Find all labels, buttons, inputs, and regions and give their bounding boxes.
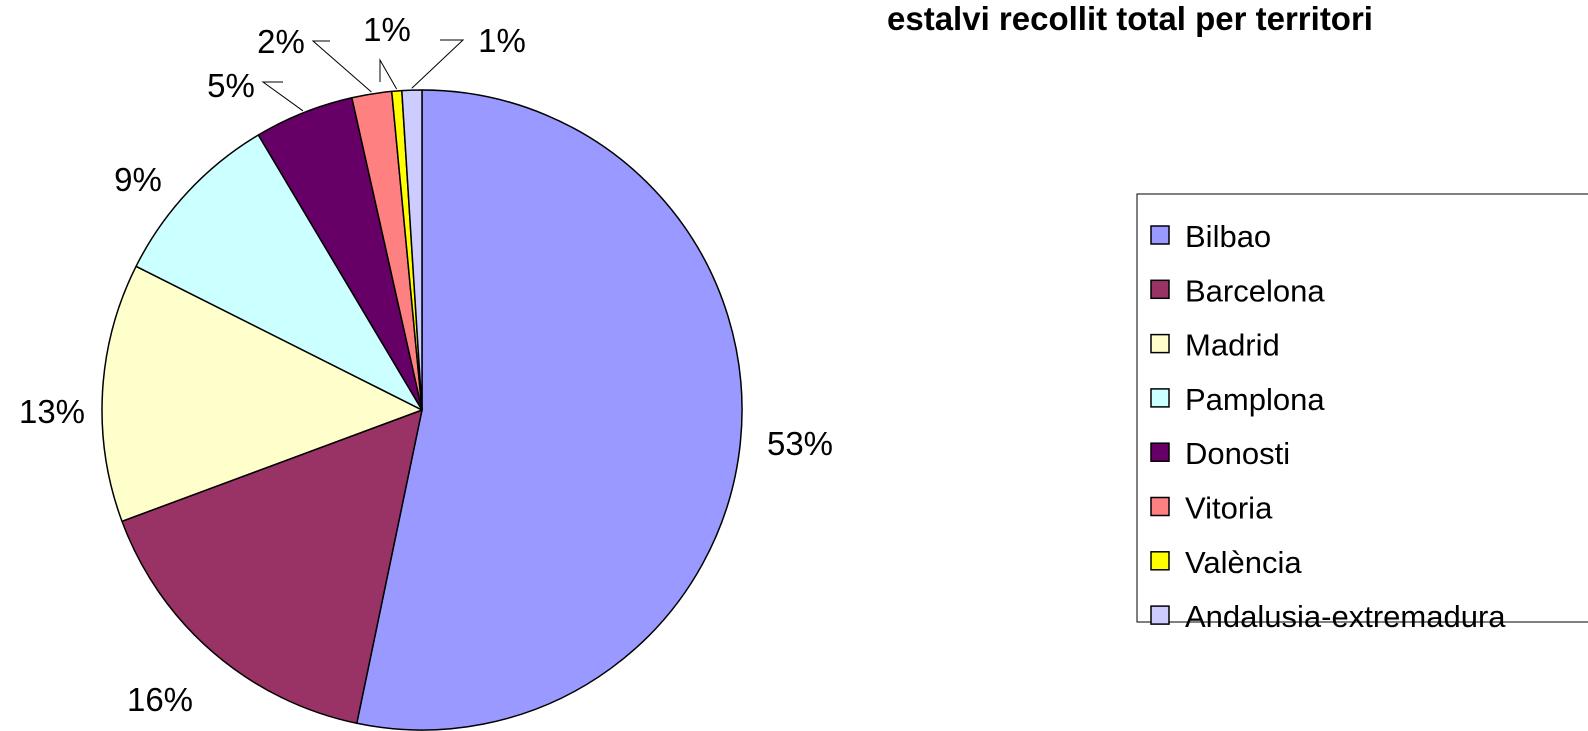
pie-slice-madrid (101, 265, 423, 523)
data-label-barcelona: 16% (127, 681, 193, 718)
pie-slice-andalusia-extremadura (401, 89, 423, 411)
legend-swatch-donosti (1150, 442, 1170, 462)
data-label-vitoria: 2% (257, 23, 305, 60)
legend-item-donosti: Donosti (1150, 436, 1290, 471)
legend-label-valencia: València (1185, 545, 1302, 580)
legend-swatch-vitoria (1150, 496, 1170, 517)
legend-item-valencia: València (1150, 545, 1302, 580)
legend-swatch-madrid (1150, 333, 1170, 354)
data-label-pamplona: 9% (114, 161, 162, 198)
legend-swatch-bilbao (1150, 225, 1170, 245)
legend-label-vitoria: Vitoria (1185, 491, 1273, 526)
data-label-madrid: 13% (19, 393, 85, 430)
legend: Bilbao Barcelona Madrid Pamplona Donosti Vito… (1136, 193, 1588, 634)
legend-swatch-barcelona (1150, 279, 1170, 300)
legend-items: Bilbao Barcelona Madrid Pamplona Donosti Vito… (1150, 219, 1506, 634)
leader-line-andalusia-extremadura (411, 39, 465, 89)
data-label-valencia: 1% (363, 11, 411, 48)
pie-slice-barcelona (121, 409, 423, 725)
legend-item-bilbao: Bilbao (1150, 219, 1271, 254)
legend-label-andalusia-extremadura: Andalusia-extremadura (1185, 599, 1506, 634)
data-label-andalusia-extremadura: 1% (478, 22, 526, 59)
legend-item-pamplona: Pamplona (1150, 382, 1325, 417)
legend-label-donosti: Donosti (1185, 436, 1290, 471)
legend-label-pamplona: Pamplona (1185, 382, 1325, 417)
pie-slice-pamplona (135, 134, 423, 411)
pie-slices (101, 89, 743, 731)
legend-item-vitoria: Vitoria (1150, 491, 1273, 526)
legend-label-bilbao: Bilbao (1185, 219, 1271, 254)
leader-line-vitoria (311, 40, 372, 93)
data-label-donosti: 5% (207, 67, 255, 104)
leader-lines (261, 39, 465, 112)
pie-slice-bilbao (356, 89, 743, 731)
legend-item-andalusia-extremadura: Andalusia-extremadura (1150, 599, 1506, 634)
chart-title: estalvi recollit total per territori (887, 0, 1373, 37)
legend-swatch-andalusia-extremadura (1150, 605, 1170, 625)
legend-item-barcelona: Barcelona (1150, 273, 1325, 308)
legend-item-madrid: Madrid (1150, 328, 1280, 363)
leader-line-donosti (261, 81, 304, 112)
legend-label-madrid: Madrid (1185, 328, 1280, 363)
legend-frame (1136, 193, 1588, 623)
data-label-bilbao: 53% (767, 425, 833, 462)
legend-swatch-pamplona (1150, 388, 1170, 408)
legend-label-barcelona: Barcelona (1185, 273, 1325, 308)
leader-line-valencia (379, 58, 398, 90)
legend-swatch-valencia (1150, 551, 1170, 571)
data-labels: 53% 16% 13% 9% 5%2% 1% 1% (19, 11, 833, 718)
